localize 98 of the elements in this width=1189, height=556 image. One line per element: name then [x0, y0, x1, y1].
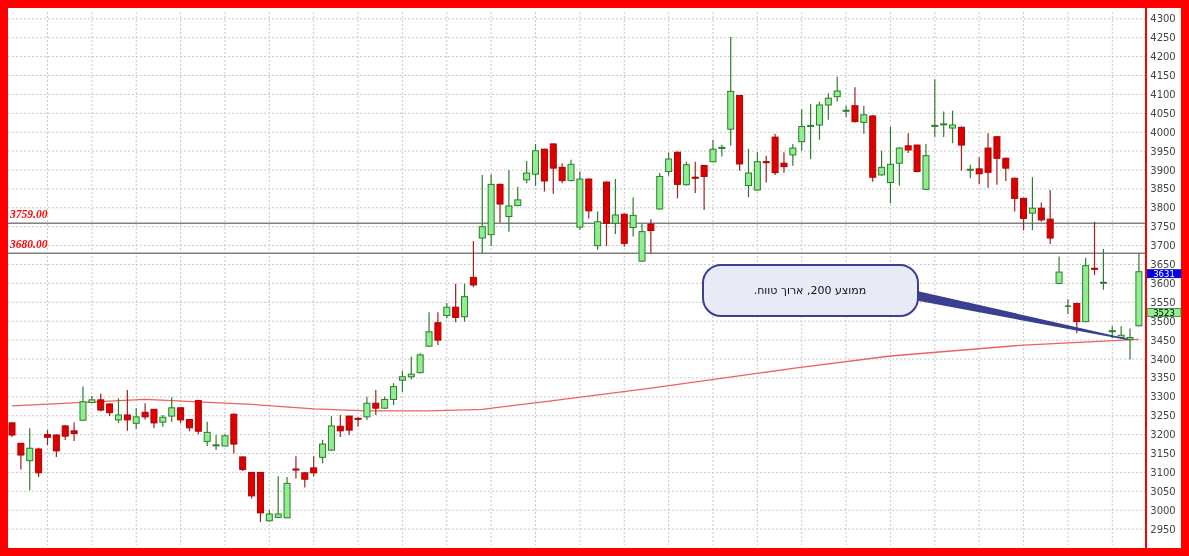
candlestick — [372, 389, 380, 416]
y-tick-label: 3300 — [1150, 391, 1176, 403]
y-tick-label: 3900 — [1150, 164, 1176, 176]
y-tick-label: 3050 — [1150, 485, 1176, 497]
candlestick — [407, 356, 415, 381]
candlestick — [292, 455, 300, 480]
y-tick-label: 3850 — [1150, 183, 1176, 195]
candlestick — [123, 389, 131, 432]
price-tag: 3523 — [1146, 307, 1182, 318]
candlestick — [842, 105, 850, 118]
candlestick — [52, 434, 60, 458]
ref-line-label: 3759.00 — [9, 208, 48, 221]
y-tick-label: 3700 — [1150, 240, 1176, 252]
price-tag: 3631 — [1146, 268, 1182, 279]
candlestick — [319, 439, 327, 464]
y-tick-label: 3250 — [1150, 410, 1176, 422]
candlestick — [434, 311, 442, 346]
candlestick — [336, 414, 344, 438]
candlestick — [1011, 176, 1019, 213]
candlestick — [665, 152, 673, 177]
candlestick — [478, 174, 486, 254]
y-tick-label: 4000 — [1150, 126, 1176, 138]
candlestick — [523, 160, 531, 184]
y-tick-label: 3500 — [1150, 315, 1176, 327]
candlestick — [532, 143, 540, 187]
candlestick — [17, 442, 25, 470]
candlestick — [718, 144, 726, 157]
candlestick — [815, 100, 823, 141]
candlestick — [878, 150, 886, 177]
candlestick — [798, 108, 806, 152]
y-tick-label: 3450 — [1150, 334, 1176, 346]
y-tick-label: 2950 — [1150, 523, 1176, 535]
candlestick — [860, 105, 868, 135]
candlestick — [807, 103, 815, 160]
candlestick — [940, 110, 948, 138]
y-tick-label: 3150 — [1150, 448, 1176, 460]
candlestick — [957, 125, 965, 172]
candlestick — [398, 370, 406, 393]
candlestick — [168, 396, 176, 423]
candlestick — [1037, 201, 1045, 223]
candlestick — [310, 455, 318, 477]
y-tick-label: 3600 — [1150, 277, 1176, 289]
candlestick — [824, 92, 832, 121]
candlestick — [203, 421, 211, 447]
candlestick — [833, 76, 841, 103]
y-tick-label: 4300 — [1150, 13, 1176, 25]
candlestick — [496, 183, 504, 224]
candlestick — [789, 143, 797, 167]
candlestick — [949, 110, 957, 144]
candlestick — [886, 125, 894, 204]
candlestick — [1064, 298, 1072, 315]
y-tick-label: 4150 — [1150, 70, 1176, 82]
y-tick-label: 3550 — [1150, 296, 1176, 308]
candlestick — [700, 164, 708, 211]
y-tick-label: 4200 — [1150, 51, 1176, 63]
y-tick-label: 3650 — [1150, 259, 1176, 271]
candlestick — [35, 447, 43, 478]
y-tick-label: 3100 — [1150, 466, 1176, 478]
candlestick — [691, 161, 699, 194]
candlestick — [682, 161, 690, 187]
candlestick — [1091, 221, 1099, 276]
candlestick — [114, 397, 122, 424]
ref-line-label: 3680.00 — [9, 238, 48, 251]
candlestick — [895, 146, 903, 187]
y-tick-label: 3750 — [1150, 221, 1176, 233]
candlestick — [744, 148, 752, 198]
candlestick — [851, 86, 859, 123]
callout: ממוצע 200, ארוך טווח. — [702, 264, 1129, 341]
y-tick-label: 3400 — [1150, 353, 1176, 365]
candlestick — [132, 407, 140, 430]
candlestick — [425, 311, 433, 348]
candlestick — [26, 427, 34, 491]
candlestick — [390, 382, 398, 406]
candlestick — [594, 210, 602, 251]
candlestick — [248, 471, 256, 500]
y-tick-label: 4250 — [1150, 32, 1176, 44]
candlestick — [363, 396, 371, 421]
candlestick — [1046, 189, 1054, 245]
candlestick — [647, 218, 655, 254]
candlestick — [611, 178, 619, 235]
y-tick-label: 3350 — [1150, 372, 1176, 384]
y-tick-label: 4100 — [1150, 88, 1176, 100]
candlestick — [1099, 248, 1107, 291]
candlestick — [1073, 302, 1081, 334]
candlestick — [1020, 197, 1028, 232]
y-tick-label: 3800 — [1150, 202, 1176, 214]
candlestick — [461, 283, 469, 323]
candlestick — [1028, 176, 1036, 231]
candlestick — [469, 240, 477, 288]
candlestick — [452, 283, 460, 323]
candlestick — [931, 78, 939, 138]
y-tick-label: 4050 — [1150, 107, 1176, 119]
annotation: ממוצע 200, ארוך טווח. — [753, 284, 867, 297]
y-tick-label: 3950 — [1150, 145, 1176, 157]
candlestick — [1055, 255, 1063, 285]
y-tick-label: 3200 — [1150, 429, 1176, 441]
y-tick-label: 3000 — [1150, 504, 1176, 516]
candlestick — [629, 197, 637, 238]
